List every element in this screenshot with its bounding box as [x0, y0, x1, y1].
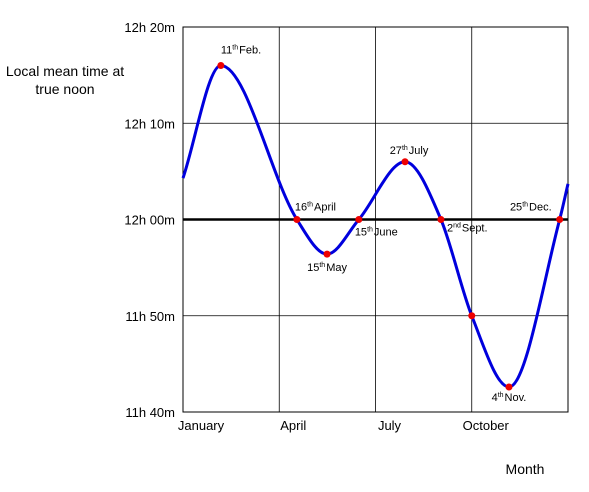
point-label: 11thFeb.	[221, 45, 261, 57]
point	[468, 312, 476, 320]
point	[217, 62, 225, 69]
label-month: May	[326, 262, 347, 274]
point-label: 15thMay	[307, 262, 347, 274]
y-tick-label: 12h 20m	[124, 20, 175, 35]
label-suffix: nd	[453, 223, 461, 230]
point-label: 16thApril	[295, 202, 336, 214]
point	[556, 216, 564, 223]
point-label: 15thJune	[355, 227, 398, 239]
y-tick-label: 12h 00m	[124, 213, 175, 228]
label-month: June	[374, 227, 398, 239]
label-day: 25	[510, 202, 522, 214]
label-suffix: th	[522, 202, 528, 209]
label-suffix: th	[319, 262, 325, 269]
point	[401, 158, 409, 166]
y-axis-label: Local mean time at true noon	[5, 63, 125, 97]
label-month: April	[314, 202, 336, 214]
plot-border	[182, 26, 569, 413]
x-tick-label: October	[463, 418, 510, 433]
label-day: 16	[295, 202, 307, 214]
point	[323, 250, 331, 258]
label-day: 15	[307, 262, 319, 274]
label-day: 11	[221, 45, 232, 57]
label-day: 27	[390, 145, 402, 157]
y-tick-label: 11h 40m	[125, 405, 175, 420]
label-month: Sept.	[462, 223, 488, 235]
label-month: Nov.	[505, 392, 527, 404]
x-tick-label: January	[178, 418, 225, 433]
label-month: Feb.	[239, 45, 261, 57]
label-day: 15	[355, 227, 367, 239]
point	[293, 216, 301, 223]
label-day: 2	[447, 223, 453, 235]
label-suffix: th	[307, 202, 313, 209]
y-tick-label: 11h 50m	[125, 309, 175, 324]
point-label: 4thNov.	[492, 392, 527, 404]
label-month: July	[409, 145, 429, 157]
point	[505, 383, 513, 391]
point	[437, 216, 445, 223]
point-label: 27thJuly	[390, 145, 429, 157]
label-suffix: th	[367, 227, 373, 234]
label-suffix: th	[232, 45, 238, 52]
point-label: 2ndSept.	[447, 223, 488, 235]
label-suffix: th	[498, 392, 504, 399]
x-tick-label: July	[378, 418, 402, 433]
x-axis-label: Month	[506, 461, 545, 477]
label-month: Dec.	[529, 202, 552, 214]
label-day: 4	[492, 392, 498, 404]
x-tick-label: April	[280, 418, 306, 433]
label-suffix: th	[402, 145, 408, 152]
point-label: 25thDec.	[510, 202, 552, 214]
y-tick-label: 12h 10m	[124, 116, 175, 131]
point	[355, 216, 363, 223]
